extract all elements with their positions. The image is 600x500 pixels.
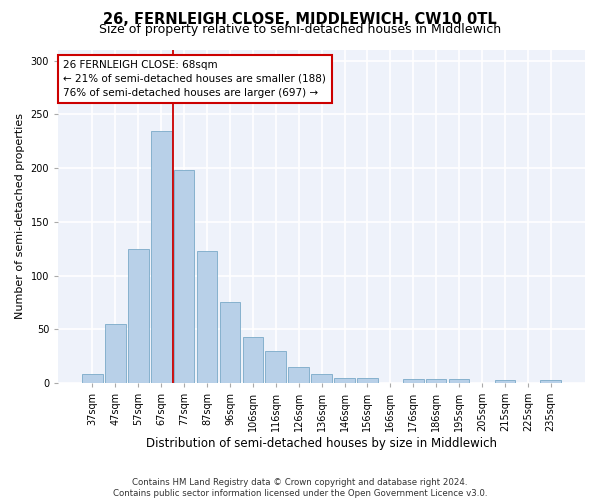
Bar xyxy=(128,248,149,383)
X-axis label: Distribution of semi-detached houses by size in Middlewich: Distribution of semi-detached houses by … xyxy=(146,437,497,450)
Bar xyxy=(449,378,469,383)
Bar xyxy=(82,374,103,383)
Text: 26 FERNLEIGH CLOSE: 68sqm
← 21% of semi-detached houses are smaller (188)
76% of: 26 FERNLEIGH CLOSE: 68sqm ← 21% of semi-… xyxy=(64,60,326,98)
Bar xyxy=(174,170,194,383)
Bar xyxy=(105,324,125,383)
Text: Contains HM Land Registry data © Crown copyright and database right 2024.
Contai: Contains HM Land Registry data © Crown c… xyxy=(113,478,487,498)
Bar xyxy=(197,251,217,383)
Bar xyxy=(494,380,515,383)
Bar xyxy=(426,378,446,383)
Bar xyxy=(403,378,424,383)
Bar xyxy=(220,302,240,383)
Bar xyxy=(242,336,263,383)
Y-axis label: Number of semi-detached properties: Number of semi-detached properties xyxy=(15,114,25,320)
Bar xyxy=(541,380,561,383)
Bar xyxy=(357,378,378,383)
Bar xyxy=(265,350,286,383)
Bar xyxy=(311,374,332,383)
Bar xyxy=(334,378,355,383)
Bar xyxy=(289,367,309,383)
Text: Size of property relative to semi-detached houses in Middlewich: Size of property relative to semi-detach… xyxy=(99,22,501,36)
Bar xyxy=(151,130,172,383)
Text: 26, FERNLEIGH CLOSE, MIDDLEWICH, CW10 0TL: 26, FERNLEIGH CLOSE, MIDDLEWICH, CW10 0T… xyxy=(103,12,497,28)
